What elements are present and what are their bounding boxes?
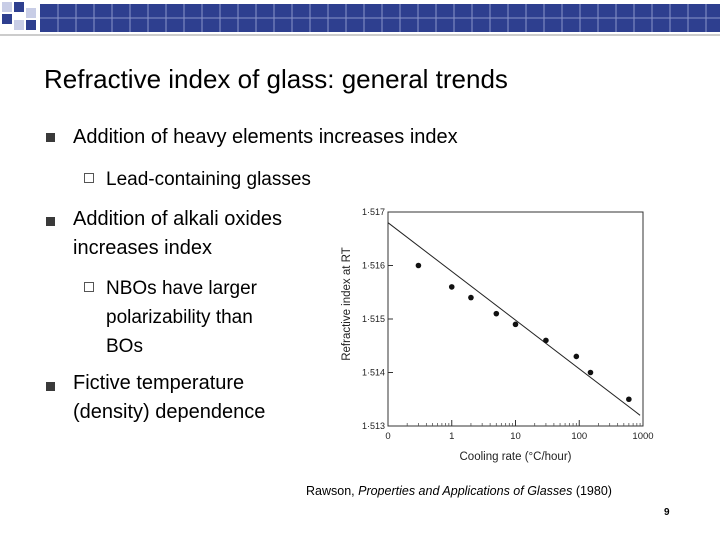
bullet-line: Fictive temperature	[73, 372, 245, 394]
data-point	[573, 353, 580, 360]
bullet-alkali-oxides: Addition of alkali oxides increases inde…	[73, 205, 282, 263]
header-decoration	[2, 2, 720, 32]
header-square	[26, 8, 36, 18]
y-tick-label: 1·516	[362, 261, 385, 271]
header-square	[2, 2, 12, 12]
bullet-fictive-temperature: Fictive temperature (density) dependence	[73, 369, 265, 427]
bullet-line: Addition of alkali oxides	[73, 208, 283, 230]
sub-bullet-line: polarizability than	[106, 307, 253, 328]
x-tick-label: 100	[571, 431, 587, 442]
header-square	[14, 2, 24, 12]
x-axis-label: Cooling rate (°C/hour)	[460, 451, 572, 463]
x-tick-label: 1	[449, 431, 454, 442]
header-square	[26, 20, 36, 30]
data-point	[493, 310, 500, 317]
sub-bullet-line: NBOs have larger	[106, 278, 258, 299]
plot-frame	[387, 211, 644, 427]
fit-line	[387, 222, 641, 416]
y-axis-label: Refractive index at RT	[341, 247, 353, 361]
data-point	[468, 294, 474, 301]
header-divider	[0, 34, 720, 36]
x-tick-label: 1000	[632, 431, 653, 442]
page-number: 9	[664, 507, 670, 518]
header-square	[2, 14, 12, 24]
data-point	[587, 369, 594, 376]
x-tick-label: 0	[385, 431, 390, 442]
sub-bullet-square	[84, 173, 94, 183]
bullet-square	[46, 217, 55, 226]
data-point	[448, 284, 455, 290]
slide-title: Refractive index of glass: general trend…	[44, 64, 508, 94]
bullet-square	[46, 382, 55, 391]
header-grid	[40, 4, 720, 32]
y-tick-label: 1·514	[362, 368, 385, 378]
bullet-line: increases index	[73, 237, 212, 259]
sub-bullet-line: BOs	[106, 336, 143, 357]
bullet-heavy-elements: Addition of heavy elements increases ind…	[73, 123, 458, 152]
sub-bullet-nbos: NBOs have larger polarizability than BOs	[106, 274, 257, 361]
sub-bullet-line: Lead-containing glasses	[106, 169, 311, 190]
citation: Rawson, Properties and Applications of G…	[306, 484, 612, 498]
citation-author: Rawson,	[306, 484, 359, 498]
bullet-line: (density) dependence	[73, 401, 266, 423]
refractive-index-chart: 1·517 1·516 1·515 1·514 1·513 0 1 10 100 1000 Co…	[341, 207, 654, 463]
data-point	[543, 337, 549, 344]
citation-year: (1980)	[572, 484, 612, 498]
sub-bullet-square	[84, 282, 94, 292]
y-tick-label: 1·513	[362, 421, 385, 431]
bullet-square	[46, 133, 55, 142]
y-tick-label: 1·515	[362, 314, 385, 324]
data-point	[512, 321, 519, 328]
bullet-line: Addition of heavy elements increases ind…	[73, 126, 458, 148]
y-tick-label: 1·517	[362, 207, 385, 217]
data-point	[626, 396, 632, 403]
x-tick-label: 10	[510, 431, 521, 442]
citation-work: Properties and Applications of Glasses	[358, 484, 573, 498]
sub-bullet-lead-glasses: Lead-containing glasses	[106, 165, 311, 194]
header-square	[14, 20, 24, 30]
data-point	[415, 262, 422, 269]
